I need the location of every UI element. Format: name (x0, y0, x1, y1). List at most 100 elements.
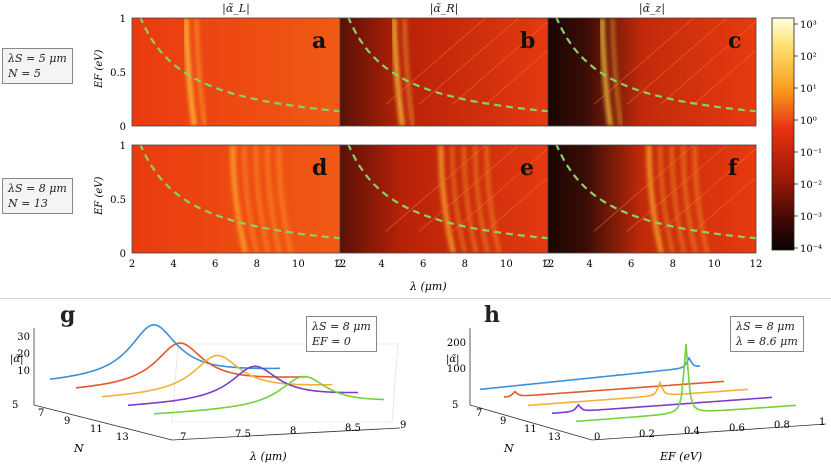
resonance-band (681, 145, 697, 253)
g-x-tick: 9 (400, 420, 406, 431)
mode-arc (659, 20, 756, 105)
g-series-line (49, 323, 280, 380)
g-n-axis (33, 404, 173, 441)
h-n-tick: 9 (500, 416, 506, 427)
panel-letter-a: a (312, 28, 326, 54)
g-lambda-axis (171, 427, 401, 441)
x-tick-label: 4 (170, 259, 176, 270)
x-tick-label: 12 (750, 259, 763, 270)
mode-arc (385, 18, 486, 105)
x-tick-label: 6 (212, 259, 218, 270)
g-x-label: λ (μm) (249, 450, 287, 463)
h-x-tick: 0.2 (639, 429, 655, 440)
heatmap-figure: a 0 0.5 1 EF (eV) b c d 0 0.5 1 EF (eV) 2 4 6 8 10 12 e 2 4 6… (94, 14, 822, 293)
row2-lambda-s: λS = 8 μm (8, 182, 67, 195)
x-tick-label: 6 (628, 259, 634, 270)
heatmap-panel-b: b (339, 17, 549, 127)
g-series-line (101, 354, 332, 398)
g-n-label: N (73, 442, 84, 455)
colorbar-tick-label: 10¹ (800, 84, 817, 95)
resonance-band (243, 145, 259, 253)
h-n-axis (469, 404, 593, 441)
dashed-threshold-curve (555, 145, 756, 240)
g-series-line (127, 365, 358, 406)
x-tick-label: 4 (378, 259, 384, 270)
resonance-band (438, 145, 456, 253)
resonance-band (392, 18, 405, 126)
g-n-tick: 7 (38, 408, 44, 419)
g-x-tick: 7 (180, 432, 186, 443)
colorbar-tick-label: 10⁻⁴ (800, 244, 822, 255)
h-x-tick: 0.8 (774, 420, 790, 431)
resonance-band (451, 145, 467, 253)
heatmap-bg (548, 18, 756, 126)
g-x-tick: 8 (290, 426, 296, 437)
g-y-tick: 20 (17, 349, 30, 360)
h-y-tick: 200 (447, 338, 466, 349)
colorbar (771, 17, 795, 251)
g-y-label: |α̃| (10, 354, 24, 365)
heatmap-xlabel: λ (μm) (409, 280, 447, 293)
resonance-band (403, 18, 415, 126)
h-x-tick: 0.6 (729, 423, 745, 434)
y-tick-label: 0 (120, 122, 126, 133)
heatmap-panel-c: c (547, 17, 757, 127)
colorbar-tick-label: 10⁰ (800, 116, 817, 127)
y-tick-label: 1 (120, 141, 126, 152)
mode-arc (593, 18, 694, 105)
x-tick-label: 8 (254, 259, 260, 270)
g-n-tick: 11 (90, 424, 103, 435)
mode-arc (659, 147, 756, 232)
x-tick-label: 12 (334, 259, 347, 270)
resonance-band (600, 18, 613, 126)
g-y-tick: 10 (17, 366, 30, 377)
x-tick-label: 4 (586, 259, 592, 270)
heatmap-panel-d: d 0 0.5 1 EF (eV) 2 4 6 8 10 12 (94, 141, 347, 270)
h-ef-axis (591, 423, 827, 441)
panel-letter-b: b (520, 28, 535, 54)
x-tick-label: 2 (337, 259, 343, 270)
colorbar-tick-label: 10⁻¹ (800, 148, 822, 159)
y-tick-label: 1 (120, 14, 126, 25)
h-n-tick: 13 (548, 432, 561, 443)
colorbar-tick-label: 10⁻³ (800, 212, 822, 223)
h-series-line (479, 356, 700, 391)
heatmap-bg (340, 18, 548, 126)
mode-arc (451, 147, 548, 232)
resonance-band (254, 145, 270, 253)
colorbar-tick-label: 10² (800, 52, 817, 63)
row2-params: λS = 8 μm N = 13 (2, 178, 73, 214)
h-series-line (527, 380, 749, 407)
panel-frame (547, 144, 757, 254)
x-tick-label: 10 (292, 259, 305, 270)
dashed-threshold-curve (139, 18, 340, 113)
x-tick-label: 2 (545, 259, 551, 270)
mode-arc (418, 145, 520, 232)
row1-lambda-s: λS = 5 μm (8, 52, 67, 65)
panel-letter-f: f (728, 155, 739, 181)
h-n-tick: 11 (524, 424, 537, 435)
y-tick-label: 0.5 (110, 195, 126, 206)
header-alpha-r: |α̃_R| (429, 2, 459, 15)
mode-arc (418, 18, 520, 105)
h-params: λS = 8 μm λ = 8.6 μm (730, 316, 804, 352)
g-floor-grid (171, 343, 399, 423)
g-x-tick: 7.5 (235, 429, 251, 440)
y-tick-label: 0.5 (110, 68, 126, 79)
resonance-band (659, 145, 675, 253)
panel-letter-d: d (312, 155, 327, 181)
h-series-line (503, 380, 725, 398)
header-alpha-l: |α̃_L| (222, 2, 250, 15)
h-x-tick: 1 (819, 417, 825, 428)
colorbar-tick-label: 10³ (800, 20, 817, 31)
mode-arc (485, 49, 548, 105)
row1-params: λS = 5 μm N = 5 (2, 48, 73, 84)
dashed-threshold-curve (555, 18, 756, 113)
resonance-band (611, 18, 623, 126)
g-series-line (75, 342, 307, 389)
panel-frame (547, 17, 757, 127)
h-y-label: |α̃| (446, 354, 460, 365)
x-tick-label: 8 (670, 259, 676, 270)
panel-letter-e: e (520, 155, 534, 181)
resonance-band (646, 145, 664, 253)
